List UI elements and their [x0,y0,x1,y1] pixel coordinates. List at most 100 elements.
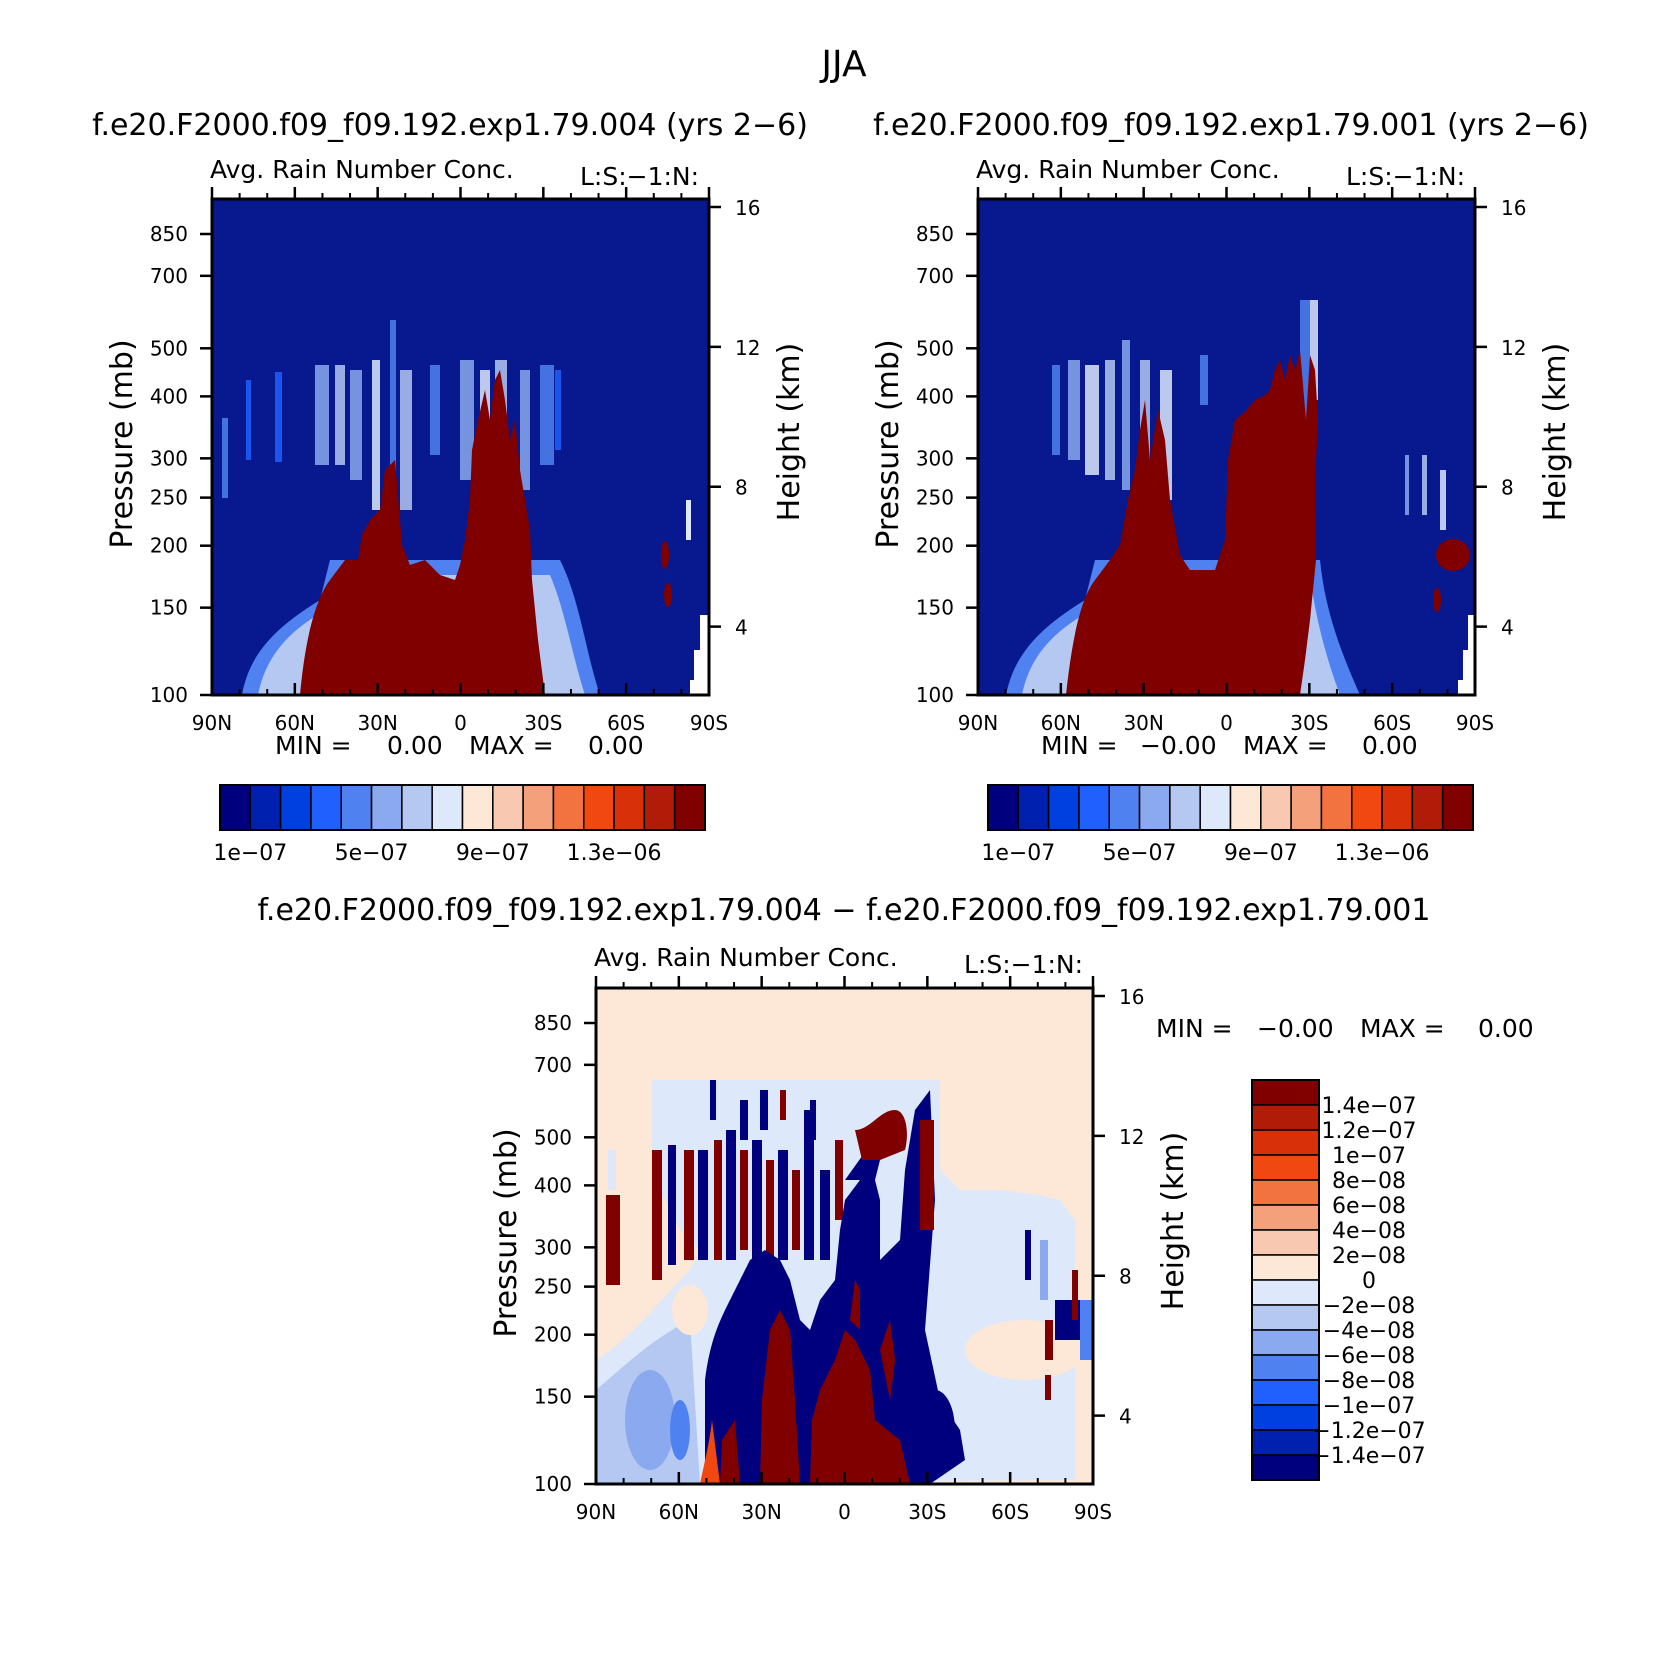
y2-tick-label: 8 [1501,476,1514,500]
x-tick-label: 90N [576,1500,616,1524]
colorbar-swatch [1251,1079,1320,1106]
colorbar-border [1251,1079,1320,1481]
colorbar-swatch [643,784,676,831]
axes-frame: 90N 60N 30N 0 30S 60S 90S 100 150 200 250 300 400 500… [105,187,807,735]
x-tick-label: 30N [1123,711,1163,735]
colorbar-label: 1.3e−06 [1335,841,1430,866]
y-tick-label: 700 [916,264,954,288]
colorbar-label: −1e−07 [1323,1394,1415,1419]
contour-field [596,988,1093,1484]
max-label: MAX = [1360,1014,1445,1043]
case-title: f.e20.F2000.f09_f09.192.exp1.79.001 (yrs… [873,108,1589,143]
colorbar-label: 5e−07 [1103,841,1177,866]
colorbar-swatch [1251,1229,1320,1256]
axes-frame: 90N 60N 30N 0 30S 60S 90S 100 150 200 250 300 400 500… [489,976,1191,1524]
colorbar-swatch [310,784,342,831]
colorbar-swatch [1251,1129,1320,1156]
colorbar-swatch [987,784,1020,831]
colorbar-label: −1.2e−07 [1312,1419,1425,1444]
colorbar-swatch [1251,1429,1320,1456]
colorbar-label: 6e−08 [1332,1194,1406,1219]
y-tick-label: 150 [150,596,188,620]
difference-streaks [606,1080,843,1285]
colorbar-label: −6e−08 [1323,1344,1415,1369]
max-value: 0.00 [588,731,644,760]
colorbar-swatch [1047,784,1080,831]
y2-axis-title: Height (km) [772,343,807,522]
colorbar-label: −8e−08 [1323,1369,1415,1394]
colorbar-swatch [1320,784,1353,831]
colorbar-swatch [401,784,433,831]
y-tick-label: 150 [916,596,954,620]
min-value: −0.00 [1140,731,1217,760]
x-tick-label: 60S [991,1500,1029,1524]
colorbar-label: 9e−07 [1224,841,1298,866]
colorbar-swatch [1138,784,1171,831]
x-tick-label: 60S [1373,711,1411,735]
min-label: MIN = [275,731,352,760]
min-label: MIN = [1156,1014,1233,1043]
colorbar-swatch [1381,784,1414,831]
x-tick-label: 60N [1041,711,1081,735]
colorbar-swatch [340,784,373,831]
colorbar-swatch [522,784,555,831]
y-tick-label: 100 [150,683,188,707]
colorbar-swatch [1078,784,1110,831]
y-tick-label: 250 [916,486,954,510]
colorbar-swatch [552,784,585,831]
x-tick-label: 90S [1074,1500,1112,1524]
colorbar-swatch [583,784,615,831]
y-tick-label: 100 [534,1472,572,1496]
colorbar-swatch [279,784,312,831]
colorbar-label: 9e−07 [456,841,530,866]
y-tick-label: 300 [916,446,954,470]
colorbar-label: 0 [1362,1269,1376,1294]
y-axis-title: Pressure (mb) [489,1128,524,1337]
colorbar-label: 1e−07 [981,841,1055,866]
y2-tick-label: 12 [1501,336,1526,360]
y-tick-label: 850 [534,1011,572,1035]
y2-tick-label: 16 [735,196,760,220]
x-tick-label: 60S [607,711,645,735]
max-value: 0.00 [1478,1014,1534,1043]
x-tick-label: 30S [1290,711,1328,735]
x-tick-label: 90N [192,711,232,735]
y2-tick-label: 4 [735,616,748,640]
contour-field [978,199,1475,695]
colorbar-swatch [1199,784,1232,831]
y-tick-label: 400 [534,1173,572,1197]
y-tick-label: 400 [150,384,188,408]
colorbar-swatch [673,784,706,831]
x-tick-label: 0 [454,711,467,735]
colorbar-label: 1.4e−07 [1322,1094,1417,1119]
rain-core [300,370,545,695]
colorbar-label: −4e−08 [1323,1319,1415,1344]
panel-top-right: f.e20.F2000.f09_f09.192.exp1.79.001 (yrs… [871,108,1589,866]
y-tick-label: 200 [534,1323,572,1347]
y2-axis-title: Height (km) [1538,343,1573,522]
panel-difference: f.e20.F2000.f09_f09.192.exp1.79.004 − f.… [258,893,1534,1524]
colorbar-swatch [1260,784,1292,831]
colorbar-swatch [1411,784,1444,831]
colorbar-swatch [1351,784,1383,831]
figure-title: JJA [819,44,867,85]
y-tick-label: 300 [150,446,188,470]
y-axis-title: Pressure (mb) [105,339,140,548]
plot-title: Avg. Rain Number Conc. [210,155,514,184]
y2-tick-label: 12 [735,336,760,360]
y-tick-label: 500 [150,336,188,360]
y2-tick-label: 4 [1501,616,1514,640]
y-axis-title: Pressure (mb) [871,339,906,548]
colorbar-swatch [431,784,464,831]
y2-tick-label: 12 [1119,1125,1144,1149]
y-tick-label: 200 [916,534,954,558]
colorbar-label: 1e−07 [213,841,287,866]
y-tick-label: 500 [916,336,954,360]
colorbar-label: 1.2e−07 [1322,1119,1417,1144]
x-tick-label: 30N [357,711,397,735]
y2-tick-label: 8 [735,476,748,500]
y2-tick-label: 8 [1119,1265,1132,1289]
x-tick-label: 0 [838,1500,851,1524]
y-tick-label: 700 [150,264,188,288]
y-tick-label: 850 [916,222,954,246]
